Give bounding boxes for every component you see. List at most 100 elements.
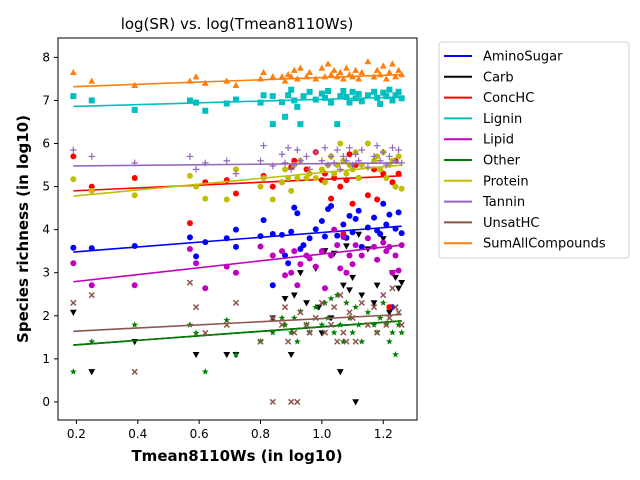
point-tannin bbox=[370, 153, 378, 160]
point-carb bbox=[336, 369, 344, 376]
point-sumallcompounds bbox=[290, 66, 298, 73]
point-protein bbox=[364, 140, 371, 147]
point-unsathc bbox=[327, 321, 335, 328]
point-other bbox=[343, 299, 350, 306]
point-sumallcompounds bbox=[192, 73, 200, 80]
point-other bbox=[376, 314, 384, 321]
point-aminosugar bbox=[328, 202, 335, 209]
point-sumallcompounds bbox=[358, 68, 366, 76]
series-sumallcompounds bbox=[69, 58, 406, 88]
point-other bbox=[312, 303, 320, 311]
point-sumallcompounds bbox=[269, 73, 277, 80]
point-lignin bbox=[340, 87, 347, 94]
point-tannin bbox=[333, 146, 341, 154]
chart-marks bbox=[69, 58, 406, 406]
point-lipid bbox=[88, 282, 95, 289]
point-carb bbox=[395, 285, 402, 292]
point-sumallcompounds bbox=[339, 75, 347, 82]
series-carb bbox=[69, 231, 406, 406]
point-protein bbox=[321, 179, 328, 186]
point-lignin bbox=[297, 121, 304, 128]
point-sumallcompounds bbox=[336, 68, 344, 76]
point-carb bbox=[303, 300, 310, 307]
point-sumallcompounds bbox=[343, 64, 350, 71]
point-aminosugar bbox=[380, 200, 387, 207]
legend-box bbox=[438, 41, 630, 259]
point-sumallcompounds bbox=[201, 79, 209, 86]
point-conchc bbox=[269, 183, 276, 190]
point-lipid bbox=[232, 269, 239, 276]
series-unsathc bbox=[70, 279, 405, 406]
point-unsathc bbox=[291, 329, 298, 336]
point-tannin bbox=[358, 146, 366, 154]
point-lignin bbox=[337, 93, 344, 100]
point-aminosugar bbox=[70, 244, 77, 251]
point-lignin bbox=[202, 107, 209, 114]
chart-title: log(SR) vs. log(Tmean8110Ws) bbox=[121, 15, 354, 33]
point-lipid bbox=[389, 269, 396, 276]
point-aminosugar bbox=[398, 230, 405, 237]
point-other bbox=[69, 368, 77, 375]
point-unsathc bbox=[386, 314, 393, 322]
point-tannin bbox=[340, 153, 347, 160]
point-tannin bbox=[312, 148, 320, 156]
point-aminosugar bbox=[285, 260, 292, 267]
point-other bbox=[232, 350, 240, 358]
y-tick-label: 3 bbox=[42, 266, 50, 280]
legend-label-other: Other bbox=[483, 154, 521, 169]
point-carb bbox=[297, 270, 304, 277]
point-unsathc bbox=[294, 398, 301, 406]
point-unsathc bbox=[202, 329, 209, 337]
point-lipid bbox=[312, 263, 319, 270]
point-conchc bbox=[374, 196, 381, 203]
point-lipid bbox=[358, 252, 365, 259]
point-lipid bbox=[202, 285, 209, 292]
point-sumallcompounds bbox=[232, 81, 240, 88]
point-other bbox=[186, 321, 194, 328]
point-conchc bbox=[70, 153, 77, 160]
point-tannin bbox=[336, 166, 344, 173]
point-other bbox=[278, 314, 286, 321]
point-other bbox=[223, 316, 231, 323]
point-aminosugar bbox=[321, 233, 328, 240]
point-carb bbox=[88, 369, 96, 376]
point-protein bbox=[303, 174, 310, 181]
point-tannin bbox=[257, 157, 264, 165]
point-other bbox=[336, 321, 344, 328]
point-unsathc bbox=[303, 321, 310, 328]
point-unsathc bbox=[392, 304, 399, 311]
point-unsathc bbox=[370, 304, 378, 311]
point-unsathc bbox=[358, 299, 365, 306]
point-other bbox=[131, 321, 139, 328]
y-axis: 0 1 2 3 4 5 6 7 8 bbox=[42, 50, 58, 409]
point-aminosugar bbox=[300, 242, 307, 249]
point-unsathc bbox=[352, 338, 359, 345]
point-other bbox=[395, 321, 403, 328]
point-other bbox=[88, 338, 96, 345]
point-other bbox=[398, 328, 406, 336]
point-unsathc bbox=[340, 329, 347, 336]
point-lipid bbox=[257, 243, 264, 250]
point-unsathc bbox=[131, 368, 138, 375]
point-lignin bbox=[223, 100, 230, 107]
point-aminosugar bbox=[355, 207, 362, 214]
point-conchc bbox=[389, 179, 396, 186]
point-other bbox=[333, 291, 341, 299]
point-sumallcompounds bbox=[373, 66, 381, 73]
point-lignin bbox=[377, 100, 384, 107]
trendline-lignin bbox=[73, 96, 402, 108]
y-tick-label: 1 bbox=[42, 352, 50, 366]
point-lipid bbox=[297, 261, 304, 268]
point-carb bbox=[192, 351, 200, 359]
point-lipid bbox=[337, 265, 344, 272]
point-sumallcompounds bbox=[306, 68, 314, 76]
point-protein bbox=[131, 192, 138, 199]
point-lipid bbox=[193, 260, 200, 267]
point-aminosugar bbox=[88, 245, 95, 252]
point-lipid bbox=[383, 248, 390, 255]
point-lignin bbox=[288, 86, 295, 93]
point-lignin bbox=[300, 93, 307, 100]
legend-label-conchc: ConcHC bbox=[483, 91, 534, 106]
point-protein bbox=[337, 140, 344, 147]
